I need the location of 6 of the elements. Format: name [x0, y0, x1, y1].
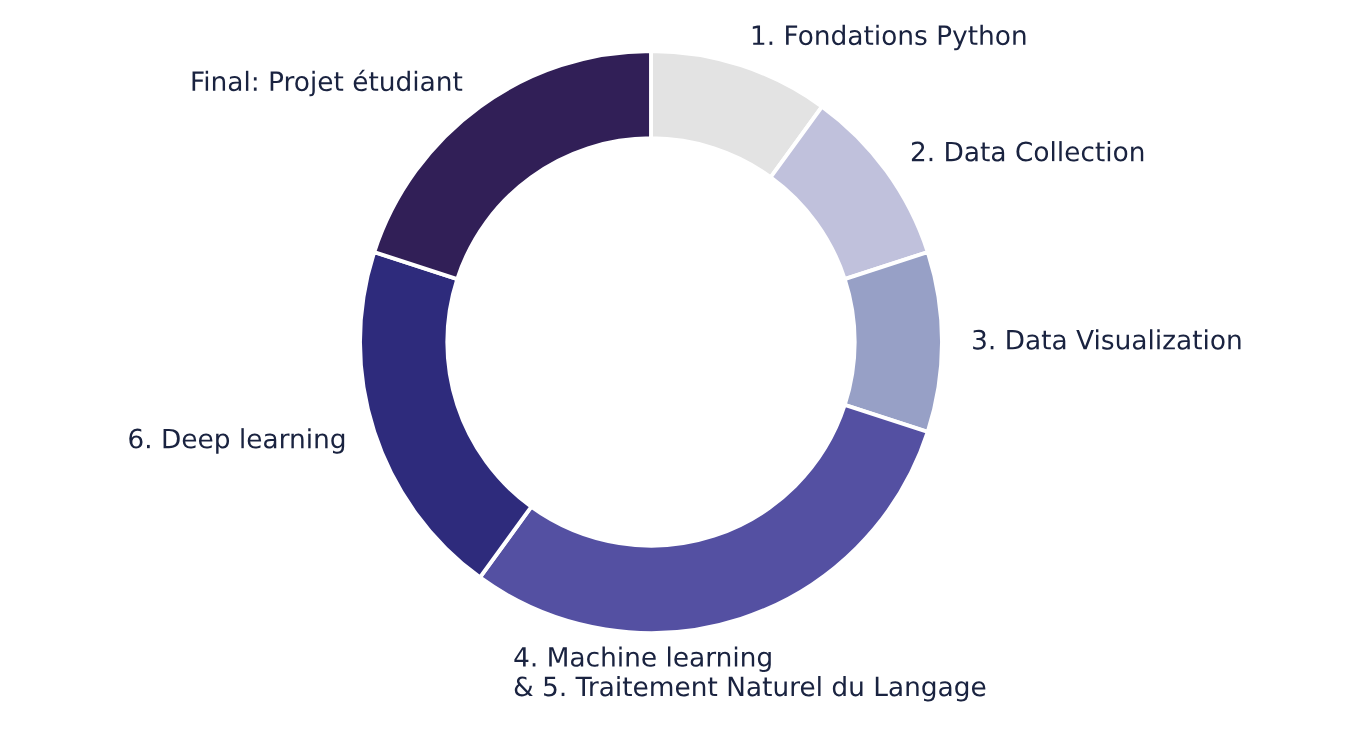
slice-label: 4. Machine learning & 5. Traitement Naturel du Langage: [514, 646, 986, 702]
slice-label: Final: Projet étudiant: [192, 69, 463, 97]
slice-label: 2. Data Collection: [911, 141, 1144, 162]
slice-label: 6. Deep learning: [129, 428, 345, 454]
slice-label: 1. Fondations Python: [752, 24, 1026, 51]
slice-label: 3. Data Visualization: [973, 329, 1241, 350]
